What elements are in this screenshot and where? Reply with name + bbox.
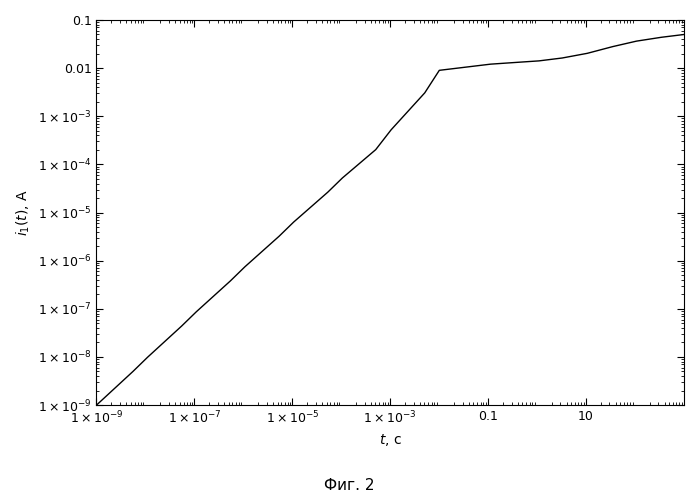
Y-axis label: $i_1(t)$, А: $i_1(t)$, А bbox=[15, 189, 32, 236]
X-axis label: $t$, с: $t$, с bbox=[379, 432, 402, 448]
Text: Фиг. 2: Фиг. 2 bbox=[324, 478, 375, 493]
